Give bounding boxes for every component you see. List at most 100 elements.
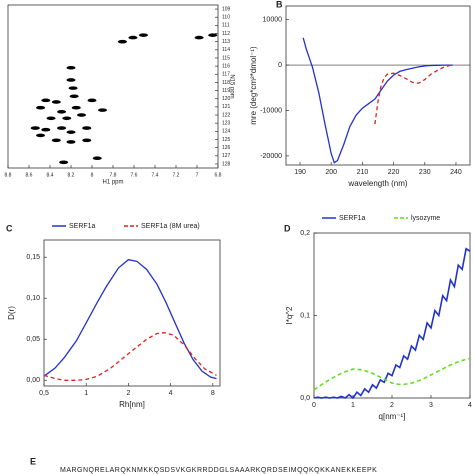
peak	[66, 130, 76, 134]
peak	[66, 78, 76, 82]
x-tick-label: 1	[84, 390, 88, 397]
peak	[41, 127, 51, 132]
y-tick-label: 0,1	[300, 312, 310, 319]
y-tick-label: 0,00	[26, 377, 40, 384]
y-axis-label: mre (deg*cm²*dmol⁻¹)	[249, 46, 258, 125]
x-tick-label: 8.2	[68, 172, 75, 178]
panel-label: B	[276, 0, 283, 9]
x-tick-label: 8.6	[26, 172, 33, 178]
y-tick-label: 124	[222, 129, 231, 135]
peak	[68, 86, 78, 90]
y-tick-label: -20000	[260, 153, 282, 160]
plot-frame	[285, 5, 471, 166]
peak	[82, 126, 92, 130]
y-tick-label: 109	[222, 6, 231, 12]
peak	[41, 98, 51, 103]
y-tick-label: 113	[222, 39, 230, 45]
series-line	[302, 37, 453, 164]
peak	[30, 126, 40, 130]
peak	[62, 116, 72, 121]
peak	[128, 35, 138, 40]
x-tick-label: 1	[351, 402, 355, 409]
peak	[77, 113, 86, 117]
panel-label: D	[284, 223, 291, 233]
y-tick-label: 111	[222, 23, 230, 29]
peak	[36, 133, 46, 138]
peak	[208, 33, 218, 37]
y-tick-label: 128	[222, 161, 231, 167]
y-axis-label: I*q^2	[285, 306, 294, 325]
series-line	[313, 357, 471, 391]
y-tick-label: 10000	[263, 16, 283, 23]
y-tick-label: 118	[222, 80, 230, 86]
peak	[138, 33, 148, 37]
legend-label: lysozyme	[411, 215, 440, 222]
x-tick-label: 0,5	[39, 390, 49, 397]
sequence: MARGNQRELARQKNMKKQSDSVKGKRRDDGLSAAARKQRD…	[60, 467, 377, 474]
x-tick-label: 8.8	[5, 172, 12, 178]
x-tick-label: 0	[312, 402, 316, 409]
y-tick-label: 120	[222, 96, 231, 102]
y-tick-label: 126	[222, 145, 231, 151]
x-tick-label: 7	[196, 172, 199, 178]
y-tick-label: 0,0	[300, 395, 310, 402]
x-tick-label: 8	[211, 390, 215, 397]
x-tick-label: 4	[169, 390, 173, 397]
y-axis-label: D(r)	[7, 306, 16, 320]
x-tick-label: 2	[390, 402, 394, 409]
y-tick-label: 0	[278, 62, 282, 69]
plot-frame	[313, 232, 471, 399]
x-tick-label: 8.4	[47, 172, 54, 178]
peak	[82, 138, 92, 143]
peak	[59, 160, 69, 165]
peak	[117, 39, 127, 44]
y-tick-label: -10000	[260, 107, 282, 114]
y-axis-label: N15 ppm	[228, 74, 234, 98]
plot-frame	[43, 239, 221, 387]
peak	[87, 98, 97, 103]
peak	[98, 108, 107, 112]
x-tick-label: 8	[91, 172, 94, 178]
peak	[66, 65, 76, 70]
y-tick-label: 0,15	[26, 254, 40, 261]
y-tick-label: 117	[222, 72, 230, 78]
legend-label: SERF1a	[339, 215, 366, 222]
x-tick-label: 7.4	[152, 172, 159, 178]
legend-label: SERF1a (8M urea)	[141, 223, 200, 230]
x-axis-label: q[nm⁻¹]	[379, 412, 406, 421]
peak	[71, 105, 81, 110]
x-tick-label: 7.8	[110, 172, 117, 178]
series-line	[374, 64, 453, 125]
x-tick-label: 4	[468, 402, 472, 409]
peak	[57, 109, 67, 114]
x-tick-label: 6.8	[215, 172, 222, 178]
y-tick-label: 0,2	[300, 230, 310, 237]
x-tick-label: 190	[294, 169, 306, 176]
y-tick-label: 125	[222, 137, 231, 143]
y-tick-label: 122	[222, 112, 231, 118]
x-axis-label: wavelength (nm)	[347, 179, 407, 188]
y-tick-label: 123	[222, 121, 231, 127]
peak	[51, 138, 61, 143]
series-line	[313, 247, 471, 400]
peak	[194, 35, 204, 40]
x-tick-label: 220	[388, 169, 400, 176]
x-tick-label: 7.6	[131, 172, 138, 178]
x-tick-label: 2	[126, 390, 130, 397]
x-axis-label: Rh[nm]	[119, 400, 145, 409]
y-tick-label: 0,05	[26, 336, 40, 343]
y-tick-label: 110	[222, 15, 230, 21]
x-tick-label: 230	[419, 169, 431, 176]
peak	[57, 126, 67, 130]
x-tick-label: 240	[450, 169, 462, 176]
y-tick-label: 115	[222, 55, 230, 61]
panel-label: C	[6, 223, 13, 233]
peak	[51, 100, 61, 104]
x-tick-label: 3	[429, 402, 433, 409]
y-tick-label: 116	[222, 63, 230, 69]
y-tick-label: 119	[222, 88, 230, 94]
peak	[36, 105, 46, 110]
peak	[46, 116, 56, 121]
x-tick-label: 7.2	[173, 172, 180, 178]
